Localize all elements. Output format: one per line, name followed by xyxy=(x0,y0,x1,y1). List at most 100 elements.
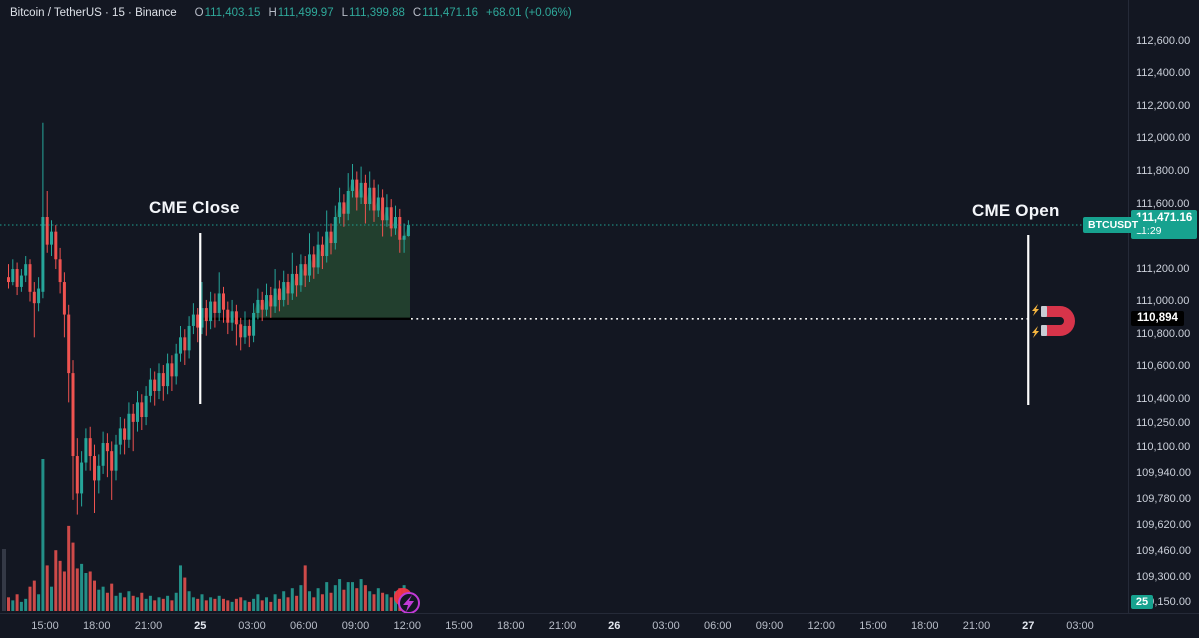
high-value: 111,499.97 xyxy=(277,7,334,19)
chart-header: Bitcoin / TetherUS · 15 · Binance O 111,4… xyxy=(0,0,1199,26)
candle-body xyxy=(200,308,204,328)
symbol-price-line-badge: BTCUSDT xyxy=(1083,216,1144,233)
cme-open-label[interactable]: CME Open xyxy=(972,201,1060,220)
volume-bar xyxy=(389,597,393,611)
volume-bar xyxy=(239,597,243,611)
volume-bar xyxy=(191,597,195,611)
volume-bar xyxy=(71,542,75,611)
volume-bar xyxy=(372,594,376,611)
time-axis-label: 06:00 xyxy=(703,620,732,632)
time-axis-label: 18:00 xyxy=(496,620,525,632)
volume-bar xyxy=(67,525,71,611)
candle-body xyxy=(217,293,221,313)
volume-bar xyxy=(325,582,329,611)
volume-bar xyxy=(131,595,135,611)
time-axis-label: 15:00 xyxy=(859,620,887,632)
time-axis-label: 15:00 xyxy=(31,620,59,632)
volume-bar xyxy=(187,591,191,611)
volume-bar xyxy=(333,585,337,611)
volume-bar xyxy=(58,560,62,611)
volume-bar xyxy=(114,595,118,611)
candle-body xyxy=(15,269,19,287)
time-axis-label: 12:00 xyxy=(807,620,836,632)
volume-bar xyxy=(127,591,131,611)
price-axis-label: 111,200.00 xyxy=(1136,262,1190,275)
volume-bar xyxy=(32,580,36,611)
time-axis[interactable]: 15:00 18:00 21:00 25 03:00 06:00 09:00 12:00 15:… xyxy=(0,613,1199,638)
price-axis-label: 109,780.00 xyxy=(1136,493,1192,506)
candle-body xyxy=(110,451,114,471)
volume-bar xyxy=(351,582,354,611)
volume-bar xyxy=(174,592,178,611)
candle-body xyxy=(50,231,53,245)
volume-bar xyxy=(247,601,251,611)
price-axis-label: 112,000.00 xyxy=(1136,132,1191,145)
candle-body xyxy=(28,264,32,292)
volume-bar xyxy=(217,595,221,611)
volume-bar xyxy=(222,598,225,611)
symbol-title[interactable]: Bitcoin / TetherUS · 15 · Binance xyxy=(10,7,177,19)
cme-close-label[interactable]: CME Close xyxy=(149,198,240,217)
volume-bar xyxy=(273,594,277,611)
candle-body xyxy=(153,379,157,391)
candle-body xyxy=(127,413,131,440)
volume-bar xyxy=(45,565,49,611)
price-axis[interactable]: 111,471.16 11:29 110,894 25 112,600.00 11… xyxy=(1128,0,1199,613)
candle-body xyxy=(239,324,243,338)
volume-bar xyxy=(161,598,165,611)
volume-bar xyxy=(118,592,122,611)
volume-bar xyxy=(196,598,200,611)
candle-body xyxy=(174,353,178,377)
price-axis-label: 109,460.00 xyxy=(1136,545,1192,558)
candle-body xyxy=(389,207,393,229)
volume-bar xyxy=(54,550,58,611)
candle-body xyxy=(148,379,152,396)
price-axis-label: 111,800.00 xyxy=(1136,164,1190,177)
volume-bar xyxy=(213,598,217,611)
volume-bar xyxy=(290,588,294,611)
time-axis-label: 15:00 xyxy=(445,620,473,632)
candle-body xyxy=(97,465,101,481)
price-axis-label: 109,620.00 xyxy=(1136,519,1192,532)
time-axis-day-label: 27 xyxy=(1022,620,1035,632)
event-markers[interactable] xyxy=(394,588,420,614)
candle-body xyxy=(402,235,406,240)
candle-body xyxy=(58,259,62,283)
last-price-badge: 111,471.16 11:29 xyxy=(1131,209,1197,239)
volume-bar xyxy=(84,573,88,611)
price-axis-label: 112,400.00 xyxy=(1136,67,1191,80)
candle-body xyxy=(346,190,350,214)
volume-bar xyxy=(299,585,303,611)
candle-body xyxy=(252,312,256,336)
volume-bar xyxy=(381,592,385,611)
volume-bar xyxy=(200,594,204,611)
candle-body xyxy=(105,443,109,452)
candle-body xyxy=(204,308,208,322)
candle-body xyxy=(179,337,182,354)
volume-bar xyxy=(15,594,19,611)
chart-pane[interactable]: CME Close CME Open BTCUSDT xyxy=(0,0,1144,614)
price-axis-label: 110,600.00 xyxy=(1136,360,1191,373)
candle-body xyxy=(75,456,79,494)
candle-body xyxy=(209,301,213,322)
candle-body xyxy=(243,325,247,338)
price-axis-label: 110,250.00 xyxy=(1136,417,1191,429)
candle-body xyxy=(213,301,217,313)
volume-bar xyxy=(110,583,114,611)
candle-body xyxy=(230,311,234,323)
candle-body xyxy=(161,373,165,387)
magnet-icon[interactable] xyxy=(1032,304,1075,338)
close-label: C xyxy=(412,7,422,19)
volume-bar xyxy=(359,579,363,611)
volume-bar xyxy=(11,600,15,611)
chart-canvas[interactable] xyxy=(0,0,1128,614)
candle-body xyxy=(170,363,174,377)
volume-bar xyxy=(166,595,170,611)
candle-body xyxy=(19,275,23,287)
candle-body xyxy=(338,202,342,218)
candle-body xyxy=(234,311,238,325)
candle-body xyxy=(166,363,170,387)
volume-bar xyxy=(329,592,333,611)
candle-body xyxy=(308,254,311,276)
time-axis-label: 03:00 xyxy=(238,620,266,632)
